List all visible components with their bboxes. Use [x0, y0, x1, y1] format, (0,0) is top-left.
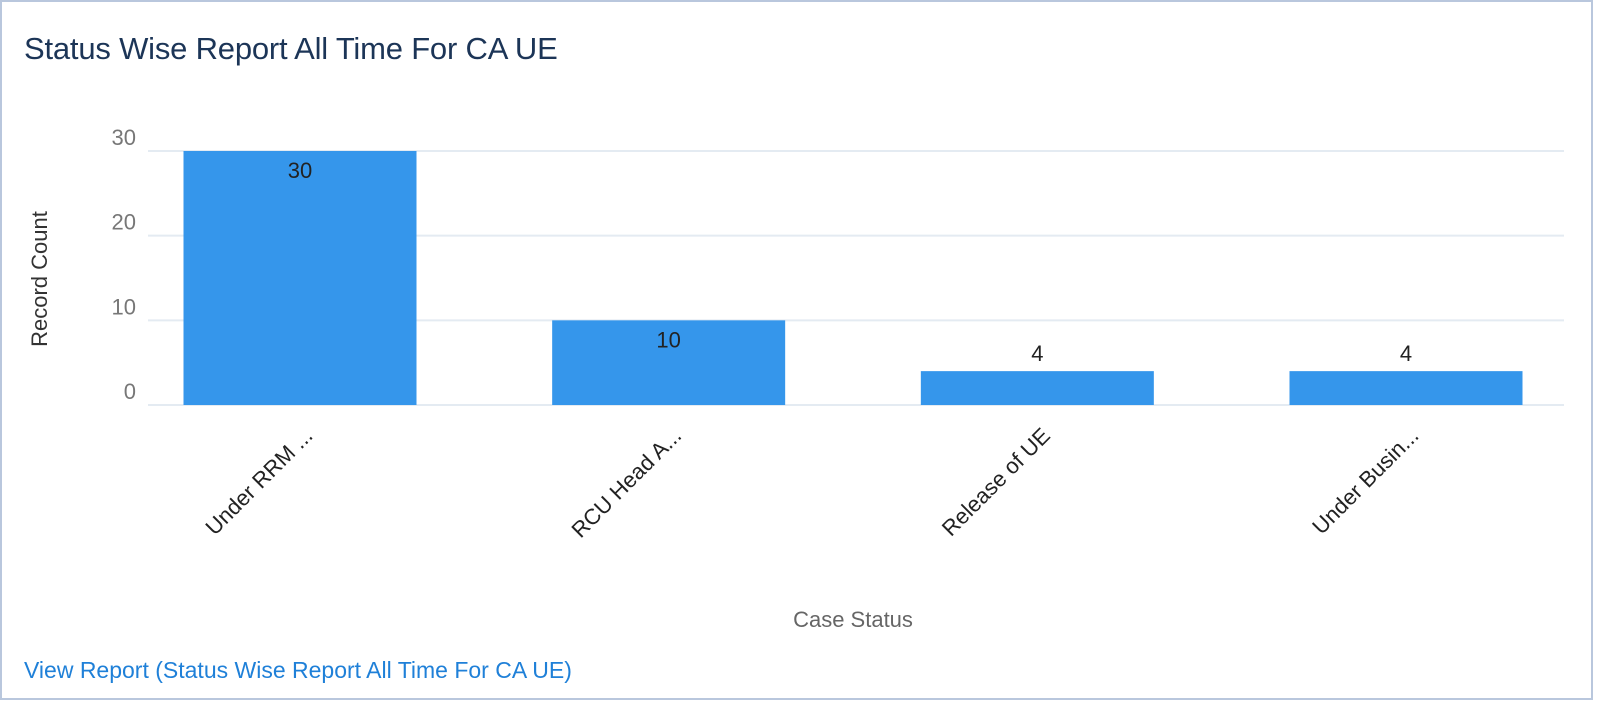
bar[interactable] [552, 320, 786, 405]
x-category-label: Under RRM ... [200, 423, 317, 540]
x-category-label: RCU Head A... [567, 423, 687, 543]
bar-data-label: 10 [656, 327, 680, 352]
x-axis-title: Case Status [793, 607, 913, 632]
x-category-label: Under Busin... [1307, 423, 1423, 539]
bar[interactable] [1289, 371, 1523, 405]
chart-title: Status Wise Report All Time For CA UE [24, 31, 558, 66]
view-report-link[interactable]: View Report (Status Wise Report All Time… [24, 657, 572, 683]
y-tick-label: 30 [112, 125, 136, 150]
bars [183, 151, 1523, 405]
bar[interactable] [183, 151, 417, 405]
y-tick-label: 20 [112, 210, 136, 235]
y-tick-label: 10 [112, 294, 136, 319]
y-axis-ticks: 0 10 20 30 [112, 125, 136, 404]
bar-data-label: 4 [1400, 341, 1412, 366]
bar[interactable] [920, 371, 1154, 405]
bar-data-label: 4 [1031, 341, 1043, 366]
bar-data-label: 30 [288, 158, 312, 183]
data-labels: 30 10 4 4 [288, 158, 1412, 366]
y-axis-title: Record Count [27, 211, 52, 347]
y-tick-label: 0 [124, 379, 136, 404]
x-category-label: Release of UE [937, 423, 1055, 541]
x-axis-categories: Under RRM ... RCU Head A... Release of UE U… [200, 423, 1423, 543]
